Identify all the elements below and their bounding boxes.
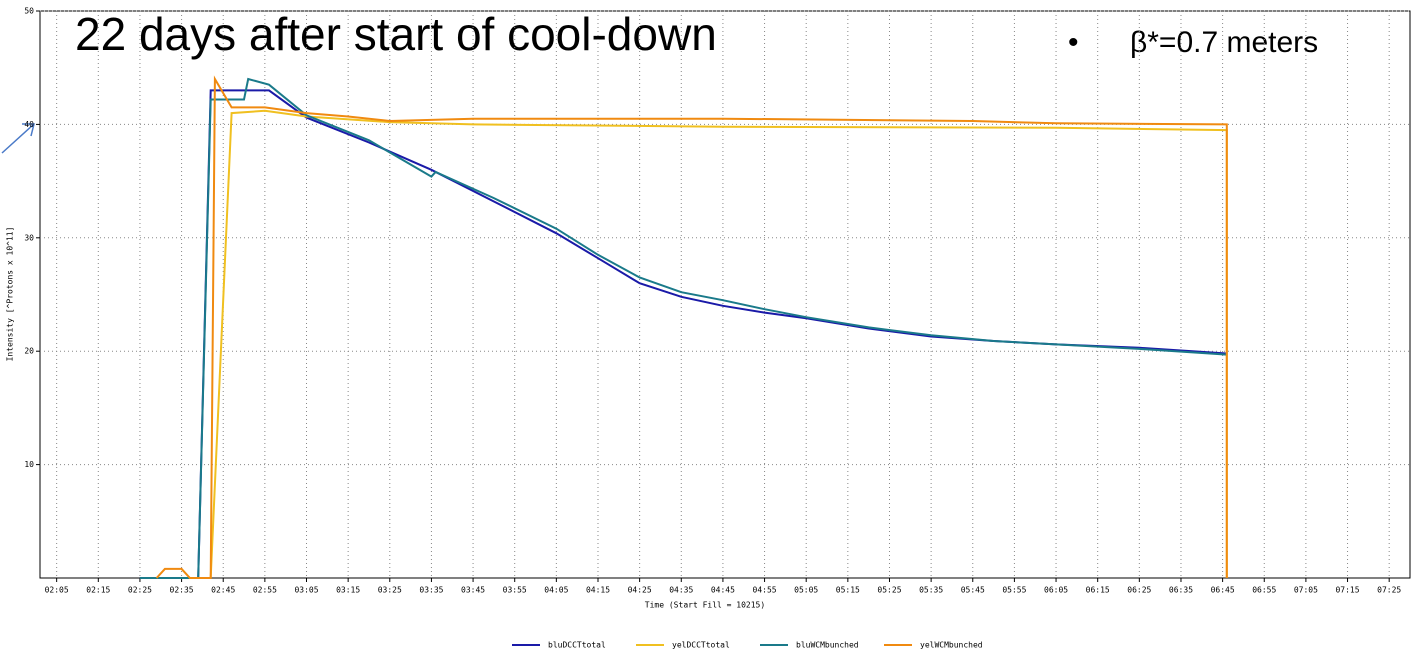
x-tick-label: 04:55 bbox=[753, 586, 777, 595]
x-tick-label: 04:25 bbox=[628, 586, 652, 595]
chart-title: 22 days after start of cool-down bbox=[75, 8, 717, 60]
x-tick-label: 02:15 bbox=[86, 586, 110, 595]
x-tick-label: 06:05 bbox=[1044, 586, 1068, 595]
x-tick-label: 06:55 bbox=[1252, 586, 1276, 595]
x-tick-label: 05:55 bbox=[1002, 586, 1026, 595]
x-tick-label: 03:15 bbox=[336, 586, 360, 595]
x-tick-label: 02:05 bbox=[45, 586, 69, 595]
x-tick-label: 03:25 bbox=[378, 586, 402, 595]
x-tick-label: 02:25 bbox=[128, 586, 152, 595]
x-tick-label: 04:35 bbox=[669, 586, 693, 595]
y-tick-label: 20 bbox=[24, 347, 34, 356]
plot-frame bbox=[39, 10, 1411, 579]
x-tick-label: 06:25 bbox=[1127, 586, 1151, 595]
x-tick-label: 04:45 bbox=[711, 586, 735, 595]
legend-label: yelWCMbunched bbox=[920, 641, 983, 650]
y-tick-label: 40 bbox=[24, 120, 34, 129]
y-axis-label: Intensity [^Protons x 10^11] bbox=[6, 227, 15, 362]
x-axis-label: Time (Start Fill = 10215) bbox=[645, 601, 765, 610]
x-tick-label: 03:05 bbox=[294, 586, 318, 595]
legend-label: bluWCMbunched bbox=[796, 641, 859, 650]
series-line bbox=[139, 77, 1227, 579]
x-tick-label: 03:35 bbox=[419, 586, 443, 595]
x-tick-label: 05:05 bbox=[794, 586, 818, 595]
series-line bbox=[155, 75, 1228, 579]
x-tick-label: 06:15 bbox=[1086, 586, 1110, 595]
arrow bbox=[1, 123, 35, 154]
annotation: β*=0.7 meters bbox=[1130, 26, 1318, 59]
legend-label: yelDCCTtotal bbox=[672, 641, 730, 650]
series-line bbox=[139, 89, 1227, 579]
y-tick-label: 10 bbox=[24, 460, 34, 469]
bullet: • bbox=[1068, 26, 1079, 59]
y-tick-label: 50 bbox=[24, 7, 34, 16]
y-tick-label: 30 bbox=[24, 233, 34, 242]
x-tick-label: 03:45 bbox=[461, 586, 485, 595]
x-tick-label: 02:35 bbox=[170, 586, 194, 595]
x-tick-label: 02:45 bbox=[211, 586, 235, 595]
x-tick-label: 06:35 bbox=[1169, 586, 1193, 595]
x-tick-label: 04:15 bbox=[586, 586, 610, 595]
x-tick-label: 07:15 bbox=[1335, 586, 1359, 595]
x-tick-label: 02:55 bbox=[253, 586, 277, 595]
series-line bbox=[209, 109, 1228, 579]
x-tick-label: 05:25 bbox=[877, 586, 901, 595]
x-tick-label: 05:45 bbox=[961, 586, 985, 595]
legend-label: bluDCCTtotal bbox=[548, 641, 606, 650]
x-tick-label: 03:55 bbox=[503, 586, 527, 595]
x-tick-label: 05:15 bbox=[836, 586, 860, 595]
x-tick-label: 04:05 bbox=[544, 586, 568, 595]
x-tick-label: 06:45 bbox=[1211, 586, 1235, 595]
x-tick-label: 07:25 bbox=[1377, 586, 1401, 595]
x-tick-label: 05:35 bbox=[919, 586, 943, 595]
x-tick-label: 07:05 bbox=[1294, 586, 1318, 595]
